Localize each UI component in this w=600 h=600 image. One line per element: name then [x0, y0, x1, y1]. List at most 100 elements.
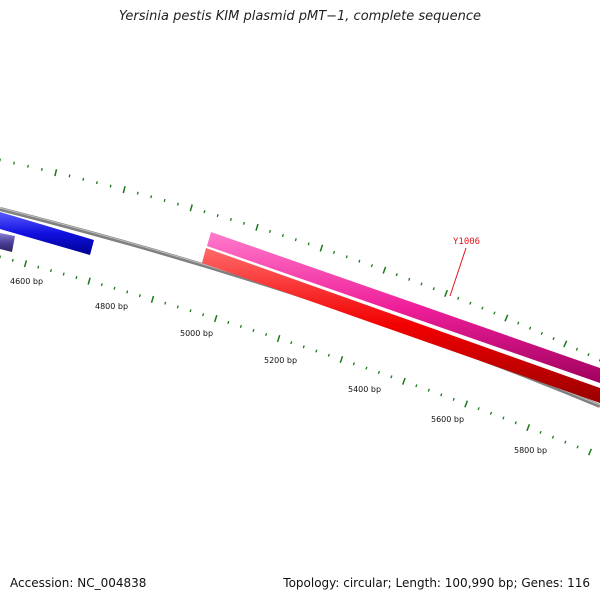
outer-tick	[528, 326, 532, 330]
outer-tick	[68, 174, 71, 178]
inner-tick	[176, 305, 179, 309]
inner-tick	[415, 384, 418, 388]
inner-tick	[23, 260, 28, 268]
bp-label-5800: 5800 bp	[514, 446, 547, 455]
inner-tick	[150, 295, 155, 303]
tick-row-outer	[0, 158, 600, 362]
inner-tick	[390, 375, 393, 379]
outer-tick	[176, 202, 179, 206]
outer-tick	[575, 347, 579, 351]
outer-tick	[332, 250, 336, 255]
outer-tick	[481, 306, 484, 310]
outer-tick	[95, 181, 98, 185]
outer-tick	[382, 266, 387, 274]
outer-tick	[457, 296, 460, 300]
inner-tick	[588, 448, 592, 456]
inner-tick	[252, 328, 255, 332]
inner-tick	[339, 355, 344, 364]
bp-label-5600: 5600 bp	[431, 415, 464, 424]
outer-tick	[563, 340, 568, 348]
inner-tick	[62, 272, 65, 276]
tick-row-inner	[0, 255, 592, 456]
gene-y1006[interactable]	[207, 232, 600, 383]
outer-tick	[109, 184, 112, 188]
outer-tick	[493, 311, 496, 315]
inner-tick	[365, 366, 368, 370]
outer-tick	[54, 169, 58, 177]
outer-tick	[444, 289, 448, 297]
outer-tick	[203, 210, 206, 214]
inner-tick	[290, 341, 293, 345]
outer-tick	[229, 217, 232, 221]
outer-tick	[122, 186, 126, 194]
outer-tick	[469, 301, 472, 305]
outer-tick	[294, 238, 297, 242]
inner-tick	[202, 313, 205, 317]
inner-tick	[265, 333, 268, 336]
inner-tick	[164, 301, 167, 305]
inner-tick	[227, 320, 230, 324]
inner-tick	[377, 370, 381, 375]
inner-tick	[113, 286, 116, 290]
outer-tick	[358, 259, 361, 263]
bp-label-5200: 5200 bp	[264, 356, 297, 365]
inner-tick	[302, 345, 305, 349]
bp-label-4600: 4600 bp	[10, 277, 43, 286]
outer-tick	[216, 214, 219, 218]
inner-tick	[452, 397, 455, 401]
inner-tick	[189, 309, 192, 313]
outer-tick	[395, 273, 398, 277]
inner-tick	[502, 416, 505, 420]
inner-tick	[564, 440, 567, 444]
map-title: Yersinia pestis KIM plasmid pMT−1, compl…	[118, 9, 482, 24]
outer-tick	[408, 277, 411, 281]
gene-label-y1006: Y1006	[453, 237, 480, 247]
inner-tick	[100, 283, 103, 287]
inner-tick	[276, 334, 281, 343]
outer-tick	[82, 177, 85, 181]
inner-tick	[49, 269, 53, 273]
bp-label-5000: 5000 bp	[180, 329, 213, 338]
inner-tick	[11, 258, 14, 262]
inner-tick	[464, 400, 469, 408]
outer-tick	[136, 191, 139, 195]
inner-tick	[440, 393, 443, 397]
inner-tick	[126, 290, 129, 294]
footer-summary: Topology: circular; Length: 100,990 bp; …	[283, 576, 590, 590]
outer-tick	[307, 242, 310, 246]
outer-tick	[150, 195, 153, 199]
outer-tick	[255, 223, 259, 231]
outer-tick	[517, 321, 520, 325]
outer-tick	[242, 221, 246, 225]
gene-label-leader	[449, 247, 467, 297]
inner-tick	[551, 435, 555, 439]
gene-purple[interactable]	[0, 233, 15, 252]
bp-label-4800: 4800 bp	[95, 302, 128, 311]
bp-label-5400: 5400 bp	[348, 385, 381, 394]
inner-tick	[75, 276, 78, 280]
outer-tick	[189, 204, 193, 212]
outer-tick	[13, 161, 15, 165]
outer-tick	[540, 331, 543, 335]
inner-tick	[352, 362, 356, 366]
inner-tick	[489, 411, 493, 415]
outer-tick	[40, 167, 43, 171]
outer-tick	[370, 264, 374, 268]
inner-tick	[427, 388, 430, 392]
inner-tick	[477, 407, 480, 411]
inner-tick	[514, 421, 517, 425]
footer-accession: Accession: NC_004838	[10, 576, 147, 590]
outer-tick	[587, 353, 590, 357]
genome-backbone-highlight	[0, 207, 600, 406]
outer-tick	[552, 337, 555, 341]
gene-red[interactable]	[202, 248, 600, 403]
gene-blue[interactable]	[0, 212, 94, 255]
outer-tick	[420, 282, 423, 286]
outer-tick	[504, 314, 509, 322]
inner-tick	[138, 294, 141, 298]
inner-tick	[239, 324, 242, 328]
outer-tick	[281, 234, 284, 238]
inner-tick	[37, 265, 40, 269]
inner-tick	[87, 277, 91, 285]
